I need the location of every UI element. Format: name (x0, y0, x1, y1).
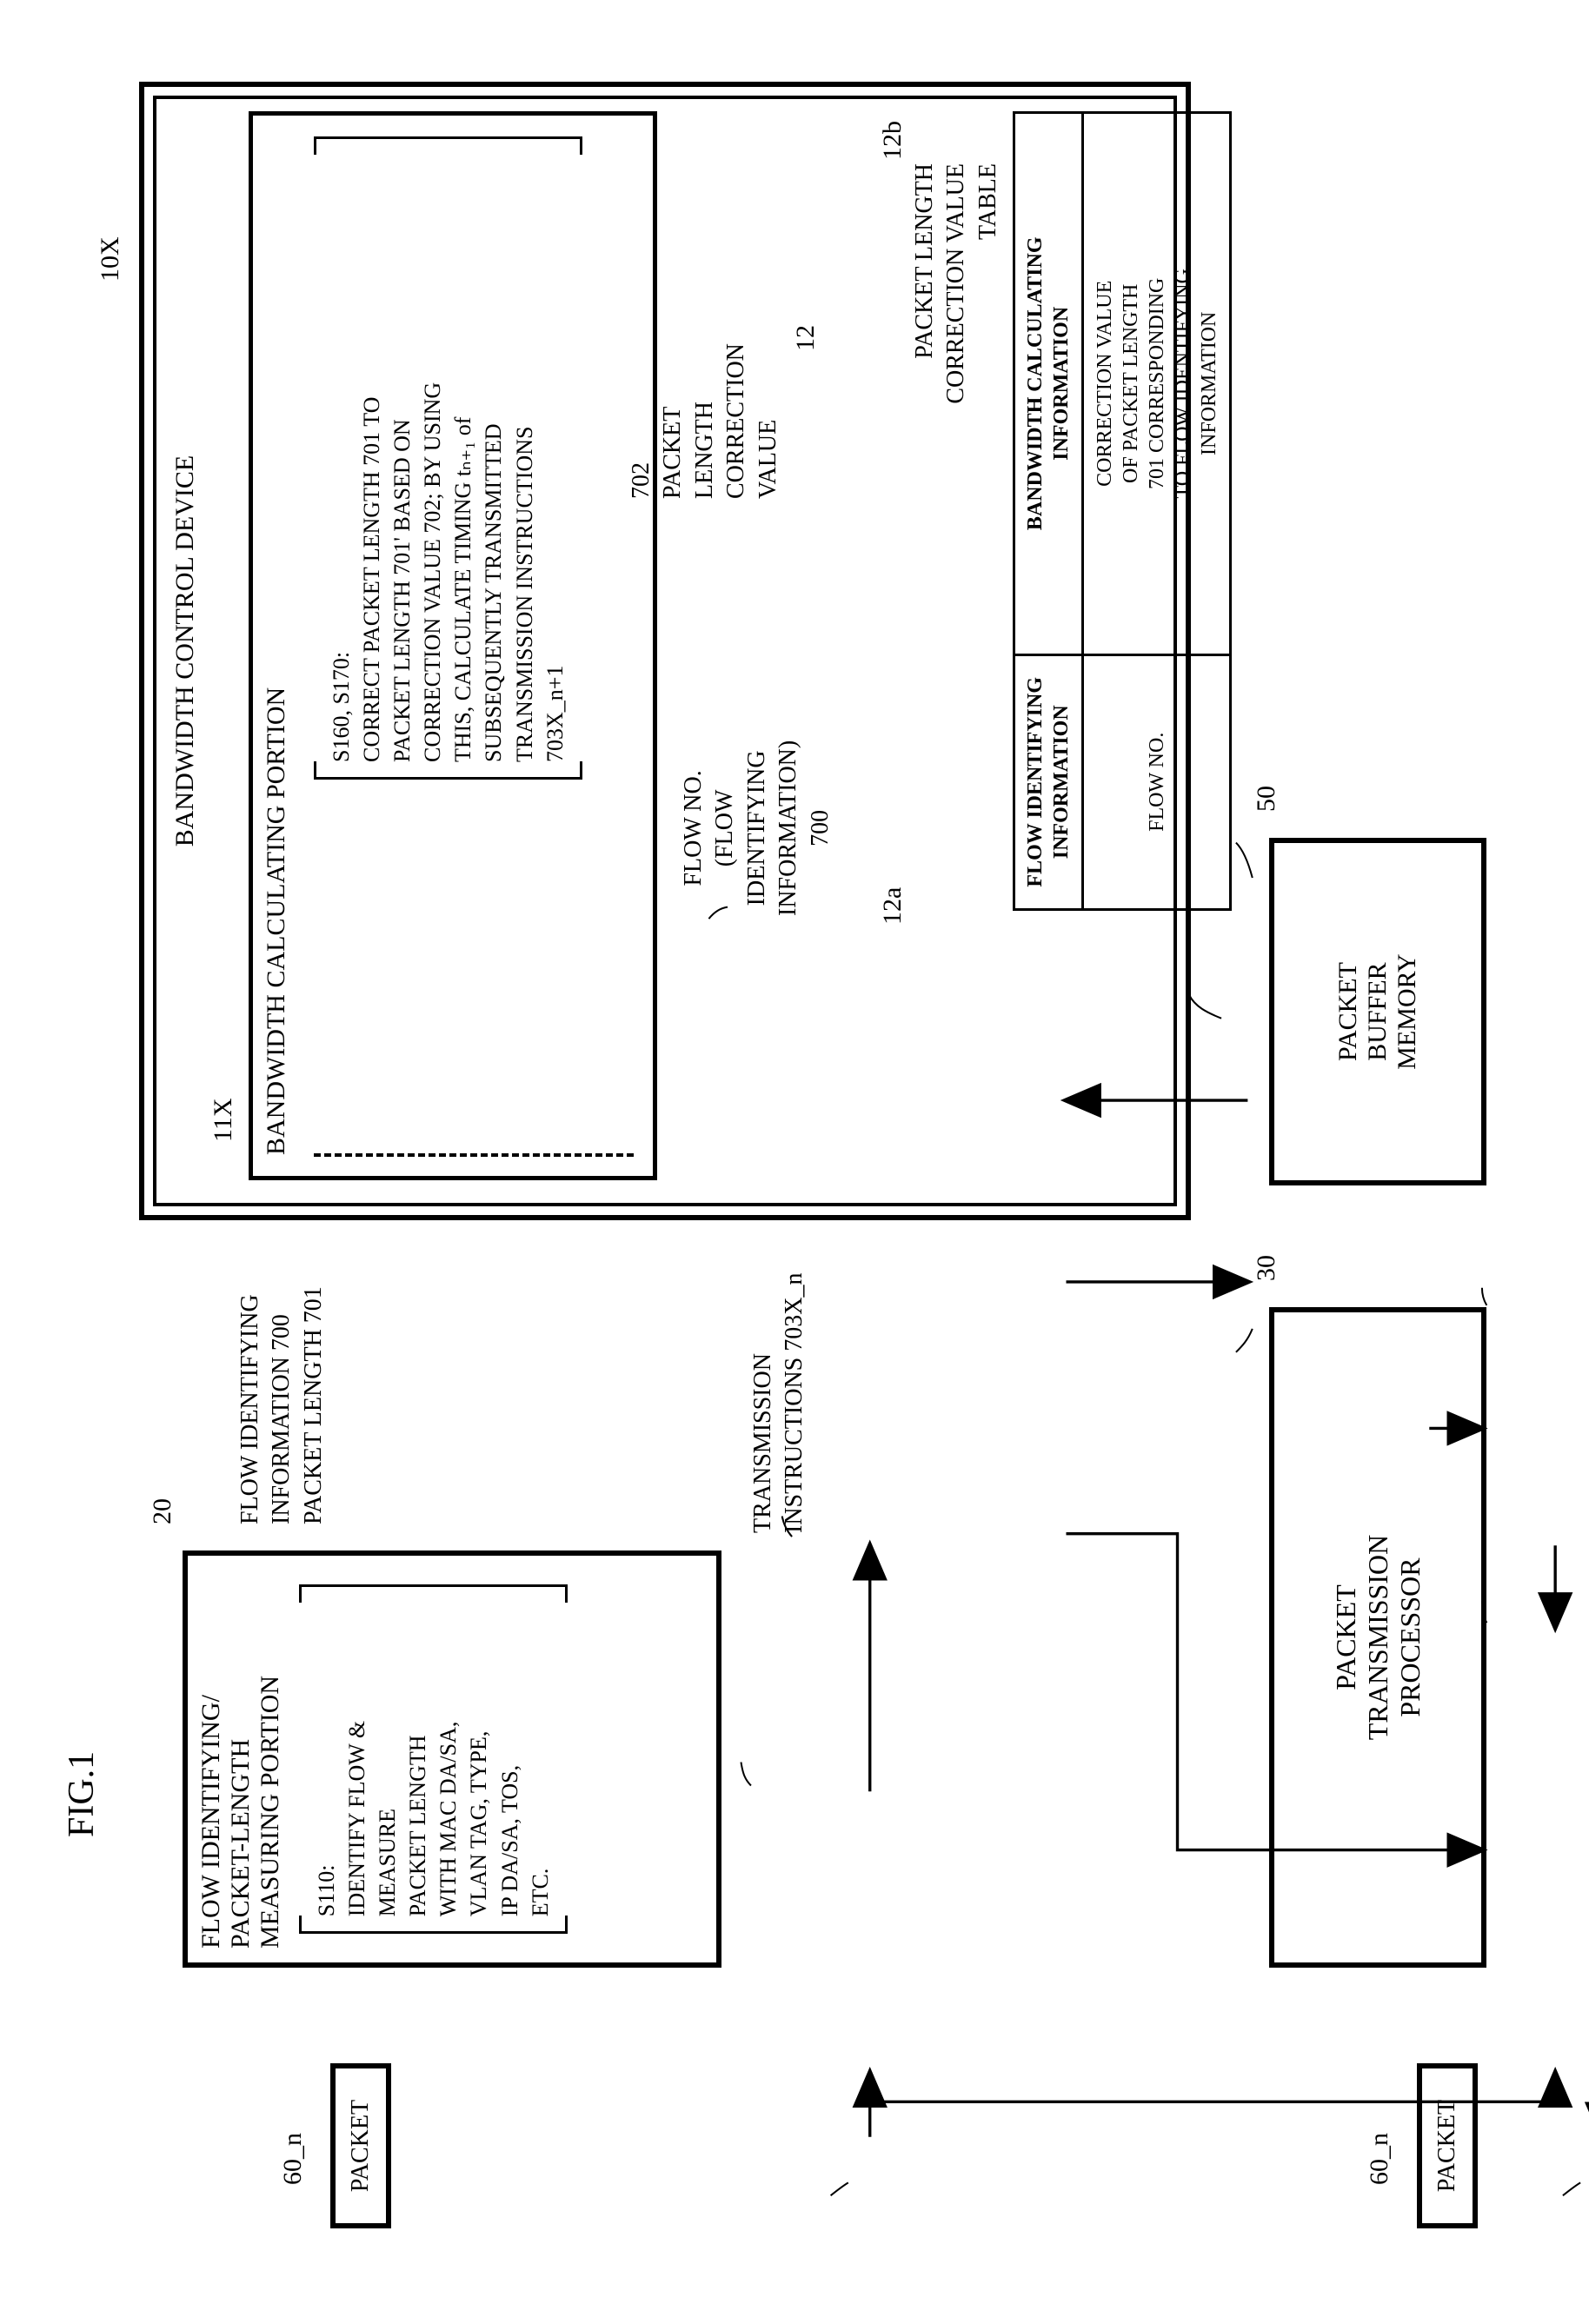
ref-corr-12a: 12a (878, 887, 908, 925)
bandwidth-calc-portion: BANDWIDTH CALCULATING PORTION S160, S170… (249, 111, 657, 1180)
packet-out-box: PACKET (1417, 2063, 1478, 2228)
flow-id-inner: S110: IDENTIFY FLOW & MEASURE PACKET LEN… (299, 1584, 568, 1934)
flow-id-inner-text: S110: IDENTIFY FLOW & MEASURE PACKET LEN… (314, 1721, 553, 1916)
ref-bw-device: 10X (96, 236, 125, 282)
bw-device-title: BANDWIDTH CONTROL DEVICE (144, 87, 205, 1215)
corr-flow-cell: FLOW NO. (1083, 654, 1231, 909)
bandwidth-control-device: BANDWIDTH CONTROL DEVICE BANDWIDTH CALCU… (139, 82, 1191, 1220)
ref-flow-id: 20 (148, 1498, 177, 1524)
correction-table-wrap: PACKET LENGTH CORRECTION VALUE TABLE FLO… (909, 111, 1232, 911)
bw-calc-inner-text: S160, S170: CORRECT PACKET LENGTH 701 TO… (329, 382, 568, 762)
ref-packet-in: 60_n (278, 2133, 308, 2185)
arrow-flow-info-label: FLOW IDENTIFYING INFORMATION 700 PACKET … (235, 1286, 329, 1524)
packet-tx-processor: PACKET TRANSMISSION PROCESSOR (1269, 1307, 1486, 1968)
correction-table: FLOW IDENTIFYING INFORMATION BANDWIDTH C… (1013, 111, 1232, 911)
ref-corr-table: 12 (791, 325, 821, 351)
packet-in-box: PACKET (330, 2063, 391, 2228)
corr-flow-hdr: FLOW IDENTIFYING INFORMATION (1014, 654, 1083, 909)
ref-packet-tx: 30 (1252, 1255, 1281, 1281)
arrow-pkt-corr-label: 702 PACKET LENGTH CORRECTION VALUE (626, 343, 784, 499)
ref-corr-12b: 12b (878, 121, 908, 160)
bw-calc-inner: S160, S170: CORRECT PACKET LENGTH 701 TO… (314, 136, 582, 780)
ref-packet-buf: 50 (1252, 786, 1281, 812)
corr-table-title: PACKET LENGTH CORRECTION VALUE TABLE (909, 111, 1004, 911)
packet-buffer-memory: PACKET BUFFER MEMORY (1269, 838, 1486, 1185)
figure-title: FIG.1 (61, 1751, 103, 1837)
flow-id-title: FLOW IDENTIFYING/ PACKET-LENGTH MEASURIN… (188, 1556, 294, 1962)
ref-bw-calc: 11X (209, 1098, 238, 1142)
bw-calc-title: BANDWIDTH CALCULATING PORTION (253, 116, 300, 1176)
arrow-tx-instr-label: TRANSMISSION INSTRUCTIONS 703X_n (748, 1273, 811, 1533)
ref-packet-out: 60_n (1365, 2133, 1394, 2185)
arrow-flow-no-label: FLOW NO. (FLOW IDENTIFYING INFORMATION) … (678, 740, 836, 916)
corr-bw-cell: CORRECTION VALUE OF PACKET LENGTH 701 CO… (1083, 113, 1231, 655)
packet-tx-label: PACKET TRANSMISSION PROCESSOR (1330, 1535, 1426, 1740)
flow-identifying-box: FLOW IDENTIFYING/ PACKET-LENGTH MEASURIN… (183, 1550, 721, 1968)
corr-bw-hdr: BANDWIDTH CALCULATING INFORMATION (1014, 113, 1083, 655)
packet-out-label: PACKET (1433, 2100, 1461, 2192)
packet-in-label: PACKET (347, 2100, 375, 2192)
packet-buf-label: PACKET BUFFER MEMORY (1333, 953, 1422, 1069)
